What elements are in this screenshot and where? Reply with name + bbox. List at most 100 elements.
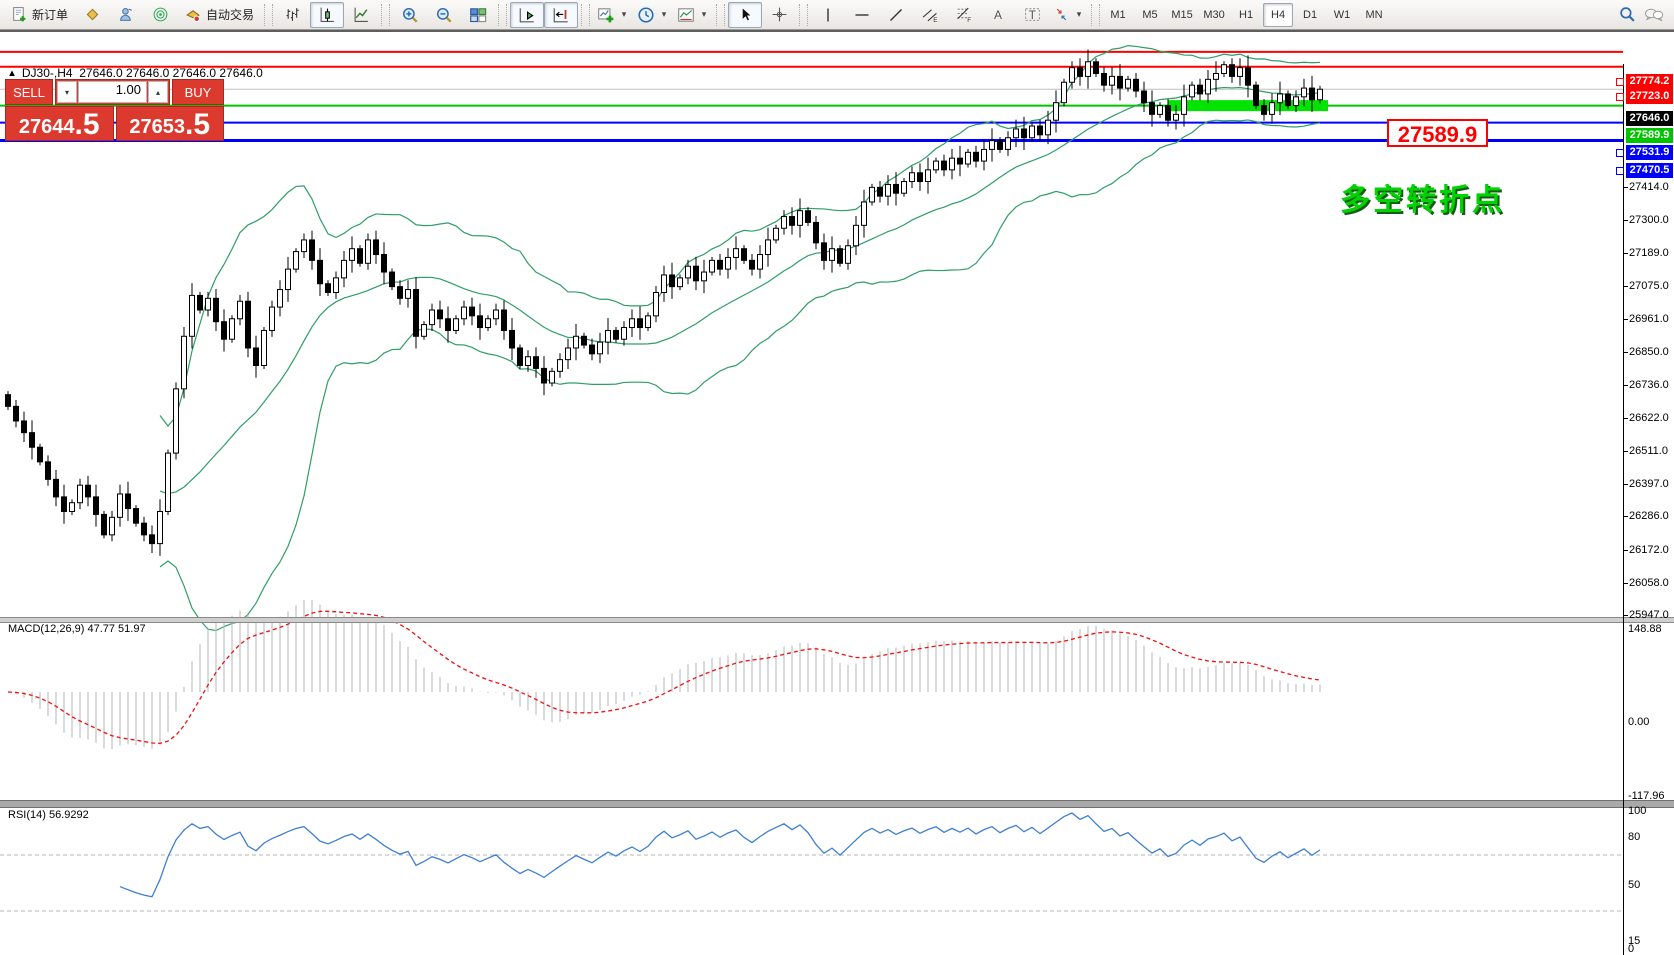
zoom-in-button[interactable]	[393, 2, 427, 28]
chart-canvas[interactable]	[0, 32, 1674, 955]
buy-price-display[interactable]: 27653.5	[115, 106, 224, 141]
candle-body	[381, 254, 387, 273]
pane-separator[interactable]	[0, 800, 1674, 808]
candle-body	[837, 248, 843, 264]
arrows-dropdown-caret[interactable]: ▾	[1076, 9, 1082, 19]
sell-button[interactable]: SELL	[5, 79, 53, 105]
candle-body	[1141, 90, 1147, 104]
autotrading-label: 自动交易	[206, 8, 255, 22]
bar-chart-button[interactable]	[276, 2, 310, 28]
trendline-tool-button[interactable]	[879, 2, 913, 28]
horizontal-line-tool-button[interactable]	[845, 2, 879, 28]
turning-point-note[interactable]: 多空转折点	[1340, 184, 1505, 217]
candle-body	[517, 347, 523, 366]
alerts-button[interactable]	[143, 2, 177, 28]
candle-body	[533, 356, 539, 369]
candle-body	[133, 508, 139, 524]
candle-body	[741, 248, 747, 261]
buy-button[interactable]: BUY	[172, 79, 224, 105]
tile-windows-button[interactable]	[461, 2, 495, 28]
cursor-icon	[741, 6, 752, 22]
collapse-panel-arrow-icon[interactable]: ▲	[7, 67, 17, 79]
pane-separator[interactable]	[0, 617, 1674, 623]
candle-body	[309, 239, 315, 261]
candle-body	[853, 224, 859, 247]
clock-icon	[638, 6, 654, 23]
candle-body	[1061, 81, 1067, 104]
crosshair-icon	[772, 7, 786, 22]
templates-dropdown-caret[interactable]: ▾	[701, 9, 707, 19]
chat-icon[interactable]	[1644, 6, 1664, 23]
timeframe-button-w1[interactable]: W1	[1333, 8, 1351, 21]
timeframe-button-m5[interactable]: M5	[1142, 8, 1158, 21]
text-tool-button[interactable]: A	[981, 2, 1015, 28]
text-label-icon: T	[1024, 8, 1040, 22]
auto-scroll-button[interactable]	[510, 1, 545, 28]
templates-button[interactable]: ▾	[673, 2, 713, 28]
channel-tool-button[interactable]: E	[913, 2, 947, 28]
candle-body	[77, 484, 83, 504]
candle-body	[1077, 67, 1083, 77]
candle-body	[1069, 67, 1075, 83]
candle-body	[389, 271, 395, 288]
candle-body	[413, 289, 419, 337]
metaeditor-button[interactable]	[75, 2, 109, 28]
candle-body	[21, 420, 27, 434]
price-axis[interactable]	[1623, 64, 1624, 955]
periods-button[interactable]: ▾	[633, 2, 673, 28]
new-order-button[interactable]: 新订单	[4, 2, 75, 28]
y-axis-tick	[1623, 285, 1628, 287]
candle-body	[989, 140, 995, 150]
price-annotation-box[interactable]: 27589.9	[1387, 119, 1488, 147]
candle-body	[909, 172, 915, 183]
new-order-label: 新订单	[32, 8, 69, 22]
candle-body	[765, 239, 771, 256]
timeframe-button-d1[interactable]: D1	[1303, 8, 1318, 21]
timeframe-button-m30[interactable]: M30	[1203, 8, 1225, 21]
arrows-tool-button[interactable]: ▾	[1049, 2, 1088, 28]
candle-body	[693, 265, 699, 282]
y-axis-tick-label: 27300.0	[1629, 214, 1669, 227]
timeframe-button-m15[interactable]: M15	[1171, 8, 1193, 21]
fibonacci-tool-button[interactable]: F	[947, 2, 981, 28]
svg-text:A: A	[994, 8, 1002, 22]
timeframe-button-m1[interactable]: M1	[1110, 8, 1126, 21]
candle-body	[405, 289, 411, 299]
candle-body	[205, 297, 211, 311]
toolbar-separator	[1091, 3, 1101, 26]
candle-body	[957, 157, 963, 165]
chart-shift-button[interactable]	[544, 1, 579, 28]
chart-shift-icon	[553, 7, 568, 22]
sell-price-display[interactable]: 27644.5	[5, 106, 114, 141]
cursor-button[interactable]	[728, 1, 763, 28]
candlestick-button[interactable]	[310, 1, 345, 28]
search-icon[interactable]	[1619, 6, 1636, 23]
candle-body	[581, 335, 587, 346]
market-watch-button[interactable]	[109, 2, 143, 28]
zoom-out-button[interactable]	[427, 2, 461, 28]
indicators-button[interactable]: ▾	[593, 2, 633, 28]
periods-dropdown-caret[interactable]: ▾	[661, 9, 667, 19]
candle-body	[373, 239, 379, 256]
candle-body	[301, 239, 307, 253]
timeframe-button-mn[interactable]: MN	[1365, 8, 1383, 21]
bar-chart-icon	[286, 8, 299, 21]
volume-input[interactable]: 1.00	[78, 81, 147, 103]
chart-window[interactable]: ▲ DJ30-,H4 27646.0 27646.0 27646.0 27646.…	[0, 30, 1674, 955]
indicators-dropdown-caret[interactable]: ▾	[621, 9, 627, 19]
autotrading-button[interactable]: 自动交易	[177, 2, 261, 28]
volume-decrease-button[interactable]: ▾	[57, 81, 77, 103]
timeframe-button-h4[interactable]: H4	[1263, 2, 1294, 27]
vertical-line-tool-button[interactable]	[811, 2, 845, 28]
candle-body	[189, 294, 195, 337]
volume-increase-button[interactable]: ▴	[148, 81, 168, 103]
candle-body	[509, 329, 515, 349]
crosshair-button[interactable]	[762, 2, 796, 28]
line-chart-button[interactable]	[344, 2, 378, 28]
candle-body	[61, 496, 67, 512]
candle-body	[933, 160, 939, 171]
text-label-tool-button[interactable]: T	[1015, 2, 1049, 28]
macd-signal-line	[7, 610, 1321, 745]
candle-body	[221, 321, 227, 340]
timeframe-button-h1[interactable]: H1	[1239, 8, 1254, 21]
